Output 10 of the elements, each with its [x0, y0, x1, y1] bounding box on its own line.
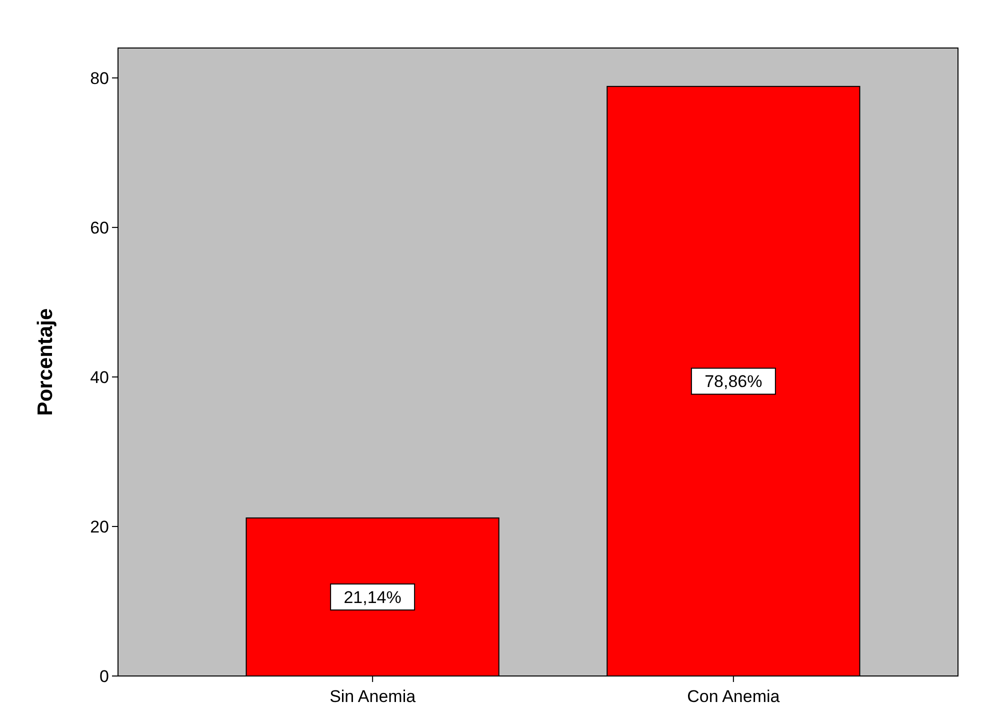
- x-tick-label: Con Anemia: [687, 687, 780, 706]
- y-tick-label: 80: [90, 68, 109, 88]
- x-tick-label: Sin Anemia: [330, 687, 416, 706]
- data-label: 21,14%: [344, 588, 402, 607]
- y-tick-label: 60: [90, 218, 109, 238]
- y-tick-label: 40: [90, 368, 109, 387]
- y-tick-label: 20: [90, 517, 109, 536]
- data-label: 78,86%: [704, 372, 762, 392]
- y-tick-label: 0: [100, 667, 109, 686]
- y-axis-title: Porcentaje: [34, 308, 57, 416]
